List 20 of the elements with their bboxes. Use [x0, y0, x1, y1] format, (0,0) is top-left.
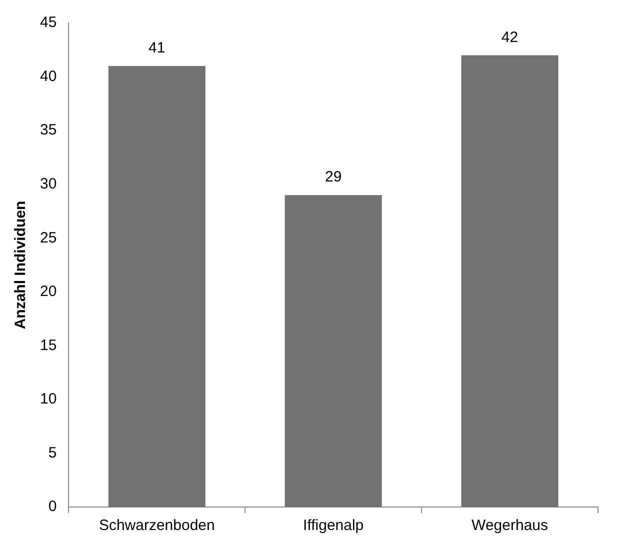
bar	[108, 66, 206, 507]
y-tick-label: 5	[48, 444, 57, 462]
data-label: 29	[325, 168, 342, 186]
y-tick-label: 20	[40, 283, 57, 300]
x-tick-label: Schwarzenboden	[98, 517, 215, 534]
bar	[284, 195, 382, 507]
data-label: 42	[501, 28, 518, 46]
y-tick-label: 25	[40, 229, 57, 246]
x-tick-label: Wegerhaus	[472, 517, 548, 534]
y-axis-title: Anzahl Individuen	[12, 200, 30, 330]
y-tick-label: 0	[48, 498, 57, 516]
x-tick-label: Iffigenalp	[303, 517, 364, 534]
y-tick-label: 40	[40, 68, 57, 85]
y-tick-label: 30	[40, 175, 57, 192]
data-label: 41	[148, 40, 166, 57]
bar	[461, 55, 558, 507]
y-tick-label: 45	[40, 14, 57, 32]
y-tick-label: 35	[40, 122, 57, 139]
y-tick-label: 10	[40, 390, 57, 408]
y-tick-label: 15	[40, 336, 57, 354]
